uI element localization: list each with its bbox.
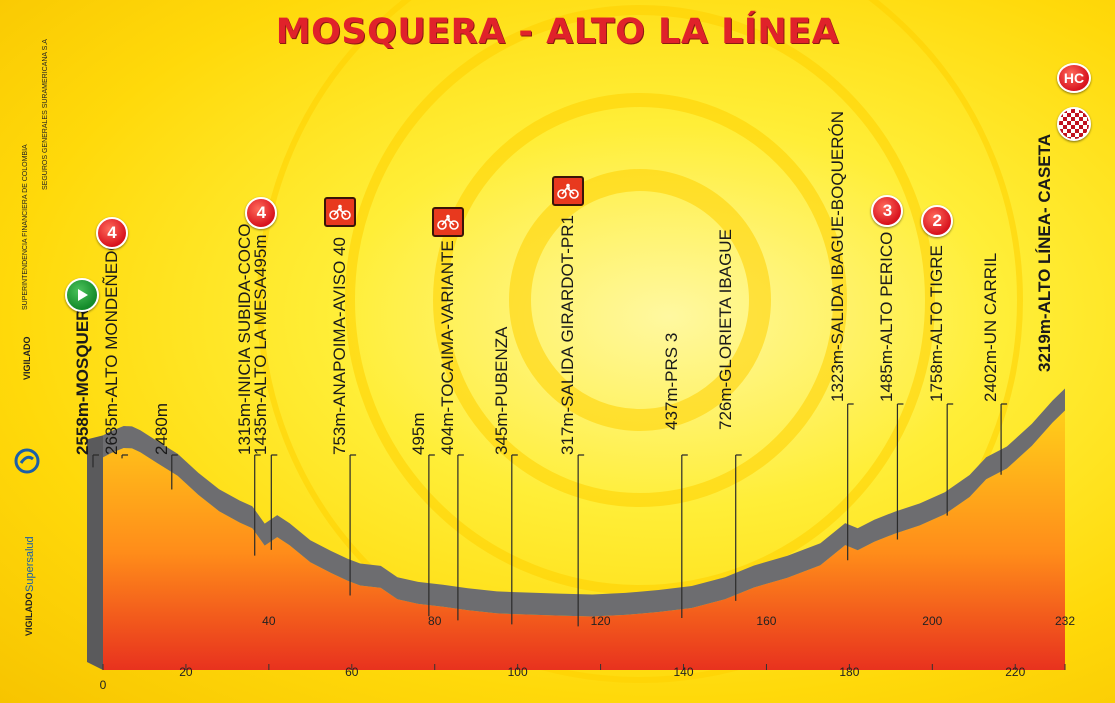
waypoint-label: 317m-SALIDA GIRARDOT-PR1	[558, 215, 578, 455]
play-icon	[78, 289, 88, 302]
bicycle-icon	[557, 183, 579, 199]
waypoint-line	[92, 454, 99, 468]
waypoint-label: 345m-PUBENZA	[491, 326, 511, 455]
x-tick-label: 40	[262, 614, 276, 628]
x-tick-label: 220	[1005, 665, 1026, 679]
x-tick-label: 120	[590, 614, 611, 628]
waypoint-line	[511, 454, 518, 625]
waypoint-line	[681, 454, 688, 618]
waypoint-label: 753m-ANAPOIMA-AVISO 40	[330, 237, 350, 455]
start-marker-icon	[65, 278, 99, 313]
waypoint-label: 2480m	[151, 403, 171, 455]
profile-side-face	[87, 435, 103, 670]
waypoint-label: 1758m-ALTO TIGRE	[927, 245, 947, 402]
x-tick-label: 200	[922, 614, 943, 628]
waypoint-label: 437m-PRS 3	[661, 332, 681, 430]
waypoint-label: 2685m-ALTO MONDEÑEDO	[102, 237, 122, 455]
waypoint-label-prefix: 2558m-	[73, 396, 92, 455]
sprint-bike-icon	[324, 196, 357, 227]
waypoint-line	[349, 454, 357, 596]
waypoint-line	[735, 454, 742, 601]
waypoint-line	[270, 454, 278, 550]
bicycle-icon	[329, 204, 351, 220]
waypoint-line	[577, 454, 585, 627]
hc-category-badge: HC	[1057, 63, 1091, 93]
waypoint-line	[847, 403, 854, 561]
x-tick-label: 20	[179, 665, 193, 679]
bicycle-icon	[437, 214, 459, 230]
waypoint-label: 404m-TOCAIMA-VARIANTE	[437, 240, 457, 455]
waypoint-label: 726m-GLORIETA IBAGUE	[715, 229, 735, 430]
waypoint-label: 2402m-UN CARRIL	[981, 252, 1001, 402]
sprint-bike-icon	[431, 206, 464, 237]
climb-category-badge: 2	[921, 204, 954, 237]
supersalud-logo-icon	[14, 448, 40, 474]
stage-title: MOSQUERA - ALTO LA LÍNEA	[275, 12, 840, 52]
x-tick-label: 60	[345, 665, 359, 679]
waypoint-label: 1323m-SALIDA IBAGUE-BOQUERÓN	[827, 111, 847, 402]
profile-road	[103, 388, 1065, 617]
waypoint-line	[946, 403, 954, 516]
climb-category-badge: 4	[245, 196, 278, 229]
x-tick-label: 100	[507, 665, 528, 679]
x-tick-label: 0	[99, 678, 107, 692]
waypoint-line	[896, 403, 904, 540]
waypoint-line	[171, 454, 178, 490]
climb-category-badge: 3	[871, 194, 904, 227]
waypoint-line	[428, 454, 435, 617]
waypoint-label: 3219m-ALTO LÍNEA- CASETA	[1035, 133, 1054, 372]
sprint-bike-icon	[552, 176, 585, 207]
x-tick-label: 160	[756, 614, 777, 628]
waypoint-label: 1485m-ALTO PERICO	[877, 231, 897, 402]
finish-flag-icon	[1057, 107, 1091, 141]
waypoint-label: 495m	[408, 412, 428, 455]
x-tick-label: 180	[839, 665, 860, 679]
waypoint-line	[1000, 403, 1008, 475]
waypoint-label: 2558m-MOSQUERA	[73, 296, 93, 455]
x-tick-label: 140	[673, 665, 694, 679]
waypoint-line	[121, 454, 129, 459]
waypoint-line	[254, 454, 261, 556]
waypoint-label: 1435m-ALTO LA MESA495m	[251, 234, 271, 455]
profile-area	[103, 410, 1065, 670]
waypoint-line	[457, 454, 464, 621]
x-tick-label: 80	[428, 614, 442, 628]
x-tick-label: 232	[1054, 614, 1076, 628]
climb-category-badge: 4	[96, 217, 129, 249]
